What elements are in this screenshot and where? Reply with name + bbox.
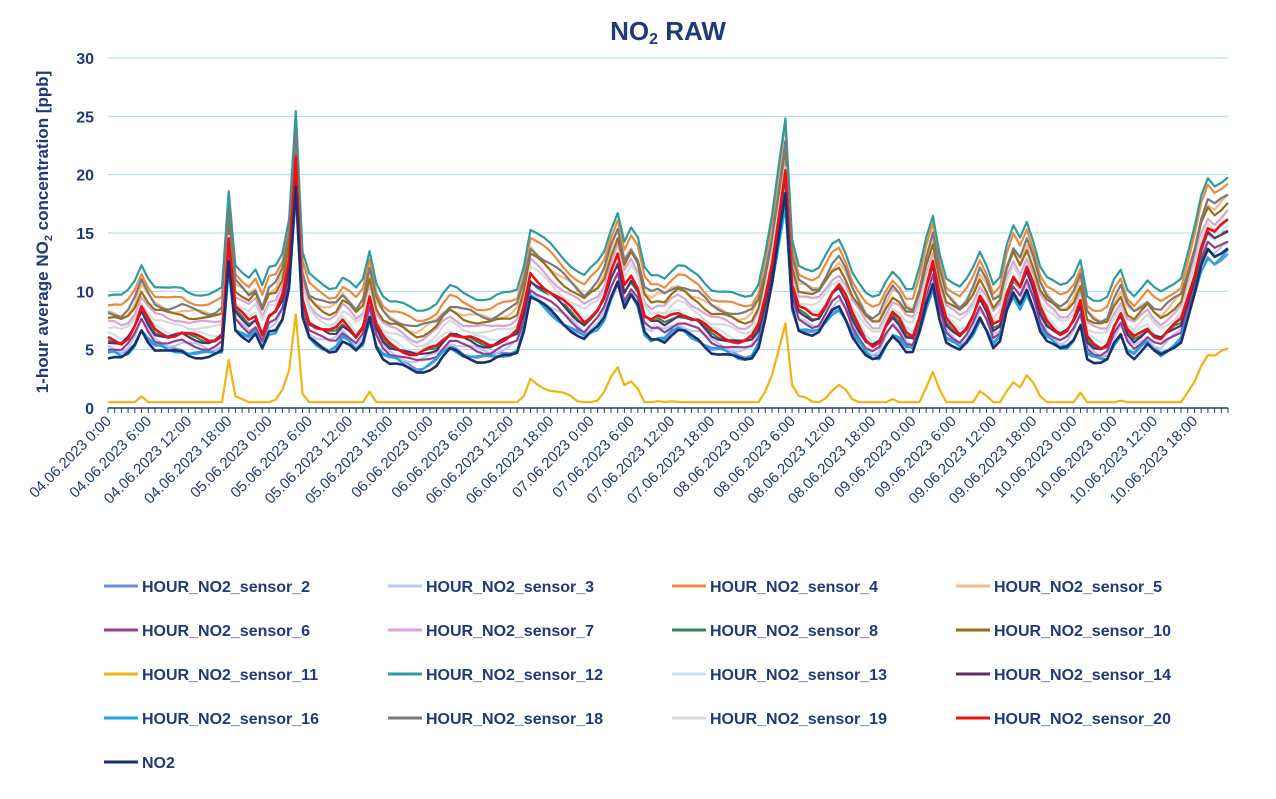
chart-title-main: NO xyxy=(610,16,649,46)
series-line-HOUR_NO2_sensor_12 xyxy=(107,109,1229,312)
y-tick-label-30: 30 xyxy=(76,51,94,68)
series-line-NO2 xyxy=(107,185,1229,374)
legend-label-HOUR_NO2_sensor_8: HOUR_NO2_sensor_8 xyxy=(710,623,878,640)
series-line-HOUR_NO2_sensor_18 xyxy=(107,130,1229,328)
y-tick-label-25: 25 xyxy=(76,109,94,126)
y-axis-label: 1-hour average NO2 concentration [ppb] xyxy=(33,71,55,394)
legend-label-HOUR_NO2_sensor_19: HOUR_NO2_sensor_19 xyxy=(710,711,887,728)
series-line-HOUR_NO2_sensor_13 xyxy=(107,164,1229,355)
chart-title: NO2 RAW xyxy=(610,16,726,48)
y-tick-label-0: 0 xyxy=(85,401,94,418)
legend-label-HOUR_NO2_sensor_7: HOUR_NO2_sensor_7 xyxy=(426,623,594,640)
series-layer xyxy=(107,109,1229,404)
legend-label-NO2: NO2 xyxy=(142,755,175,772)
legend-label-HOUR_NO2_sensor_14: HOUR_NO2_sensor_14 xyxy=(994,667,1171,684)
legend-label-HOUR_NO2_sensor_2: HOUR_NO2_sensor_2 xyxy=(142,579,310,596)
legend-label-HOUR_NO2_sensor_3: HOUR_NO2_sensor_3 xyxy=(426,579,594,596)
legend-label-HOUR_NO2_sensor_13: HOUR_NO2_sensor_13 xyxy=(710,667,887,684)
legend-label-HOUR_NO2_sensor_6: HOUR_NO2_sensor_6 xyxy=(142,623,310,640)
y-axis-label-pre: 1-hour average NO xyxy=(33,241,52,393)
series-line-HOUR_NO2_sensor_11 xyxy=(108,313,1229,404)
y-axis-label-post: concentration [ppb] xyxy=(33,71,52,235)
y-axis-label-sub: 2 xyxy=(43,235,55,241)
legend-label-HOUR_NO2_sensor_4: HOUR_NO2_sensor_4 xyxy=(710,579,878,596)
legend-label-HOUR_NO2_sensor_12: HOUR_NO2_sensor_12 xyxy=(426,667,603,684)
legend-label-HOUR_NO2_sensor_18: HOUR_NO2_sensor_18 xyxy=(426,711,603,728)
legend-label-HOUR_NO2_sensor_10: HOUR_NO2_sensor_10 xyxy=(994,623,1171,640)
series-line-HOUR_NO2_sensor_20 xyxy=(107,155,1229,357)
y-tick-label-15: 15 xyxy=(76,226,94,243)
legend-label-HOUR_NO2_sensor_5: HOUR_NO2_sensor_5 xyxy=(994,579,1162,596)
chart-title-sub: 2 xyxy=(649,31,658,48)
chart-title-rest: RAW xyxy=(658,16,726,46)
legend-label-HOUR_NO2_sensor_16: HOUR_NO2_sensor_16 xyxy=(142,711,319,728)
y-tick-label-5: 5 xyxy=(85,343,94,360)
y-tick-label-10: 10 xyxy=(76,284,94,301)
y-tick-label-20: 20 xyxy=(76,168,94,185)
legend: HOUR_NO2_sensor_2 HOUR_NO2_sensor_3 HOUR_N… xyxy=(104,579,1171,772)
legend-label-HOUR_NO2_sensor_11: HOUR_NO2_sensor_11 xyxy=(142,667,318,684)
legend-label-HOUR_NO2_sensor_20: HOUR_NO2_sensor_20 xyxy=(994,711,1171,728)
